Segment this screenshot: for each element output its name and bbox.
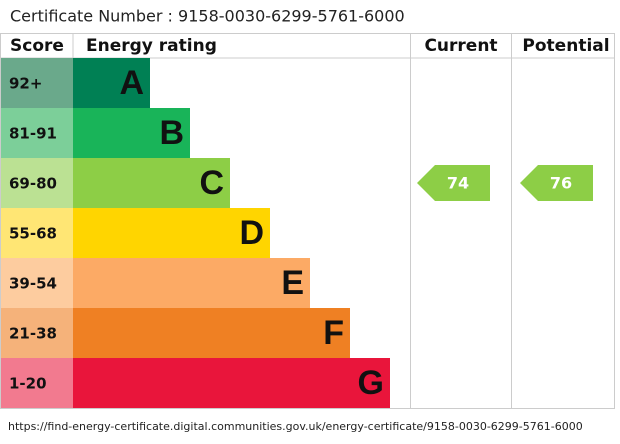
band-bar bbox=[73, 358, 390, 408]
band-bar bbox=[73, 158, 230, 208]
band-bar bbox=[73, 108, 190, 158]
score-cell bbox=[1, 158, 73, 208]
band-letter: F bbox=[323, 314, 344, 352]
band-letter: C bbox=[199, 164, 224, 202]
column-header: Potential bbox=[522, 36, 609, 56]
band-letter: A bbox=[119, 64, 144, 102]
score-cell bbox=[1, 308, 73, 358]
column-header: Energy rating bbox=[86, 36, 217, 56]
score-range: 55-68 bbox=[9, 225, 57, 243]
score-cell bbox=[1, 108, 73, 158]
band-bar bbox=[73, 58, 150, 108]
score-range: 81-91 bbox=[9, 125, 57, 143]
score-range: 21-38 bbox=[9, 325, 57, 343]
band-bar bbox=[73, 208, 270, 258]
certificate-number: Certificate Number : 9158-0030-6299-5761… bbox=[10, 7, 405, 26]
score-cell bbox=[1, 58, 73, 108]
rating-arrow bbox=[520, 165, 593, 201]
band-letter: B bbox=[159, 114, 184, 152]
score-range: 69-80 bbox=[9, 175, 57, 193]
column-header: Current bbox=[424, 36, 497, 56]
band-bar bbox=[73, 308, 350, 358]
rating-value: 74 bbox=[447, 174, 469, 193]
band-letter: D bbox=[239, 214, 264, 252]
score-range: 92+ bbox=[9, 75, 42, 93]
rating-value: 76 bbox=[550, 174, 572, 193]
score-cell bbox=[1, 358, 73, 408]
score-range: 1-20 bbox=[9, 375, 47, 393]
column-header: Score bbox=[10, 36, 64, 56]
score-cell bbox=[1, 208, 73, 258]
score-cell bbox=[1, 258, 73, 308]
band-bar bbox=[73, 258, 310, 308]
score-range: 39-54 bbox=[9, 275, 57, 293]
band-letter: E bbox=[281, 264, 304, 302]
frame bbox=[0, 33, 615, 409]
rating-arrow bbox=[417, 165, 490, 201]
footer-url: https://find-energy-certificate.digital.… bbox=[8, 420, 583, 433]
band-letter: G bbox=[358, 364, 384, 402]
